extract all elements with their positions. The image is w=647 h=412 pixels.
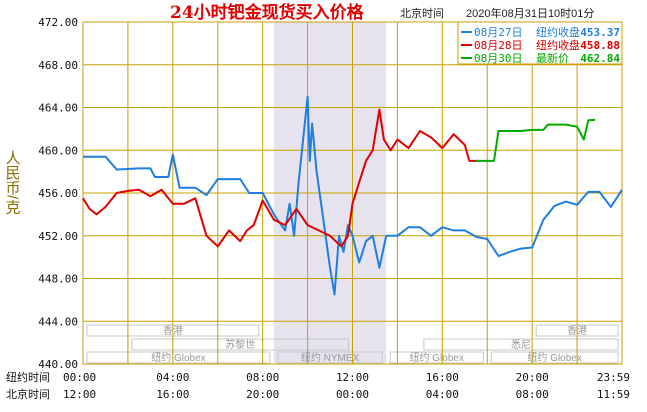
series-line (476, 118, 596, 162)
y-tick-label: 440.00 (38, 358, 78, 371)
session-label: 纽约 Globex (527, 351, 581, 364)
legend-series-value: 462.84 (580, 52, 620, 65)
session-bar (86, 351, 271, 364)
session-bar (423, 338, 619, 351)
x-tick-label: 23:59 (597, 371, 630, 384)
x-tick-label: 16:00 (156, 388, 189, 401)
y-axis-label: 人民币/克 (4, 150, 21, 215)
y-tick-label: 464.00 (38, 102, 78, 115)
legend-series-label: 纽约收盘 (536, 25, 580, 39)
legend-series-label: 纽约收盘 (536, 38, 580, 52)
legend-series-name: 08月28日 (474, 39, 523, 52)
x-tick-label: 12:00 (336, 371, 369, 384)
y-tick-label: 456.00 (38, 187, 78, 200)
session-label: 纽约 NYMEX (301, 351, 360, 364)
session-label: 悉尼 (511, 339, 531, 351)
x-tick-label: 08:00 (246, 371, 279, 384)
y-tick-label: 448.00 (38, 273, 78, 286)
x-tick-label: 20:00 (516, 371, 549, 384)
x-tick-label: 16:00 (426, 371, 459, 384)
plot-frame (82, 21, 623, 365)
legend-series-name: 08月30日 (474, 52, 523, 65)
timezone-label: 北京时间 (400, 6, 444, 20)
session-bar (389, 351, 484, 364)
y-tick-label: 460.00 (38, 144, 78, 157)
session-bar (490, 351, 619, 364)
x-tick-label: 11:59 (597, 388, 630, 401)
x-tick-label: 08:00 (516, 388, 549, 401)
legend-series-name: 08月27日 (474, 26, 523, 39)
session-label: 苏黎世 (225, 338, 255, 351)
x-tick-label: 12:00 (63, 388, 96, 401)
series-line (82, 108, 476, 248)
legend-series-label: 最新价 (536, 51, 569, 65)
y-tick-label: 452.00 (38, 230, 78, 243)
legend-box (457, 21, 623, 65)
x-tick-label: 00:00 (336, 388, 369, 401)
legend-series-value: 458.88 (580, 39, 620, 52)
x-row-label: 纽约时间 (6, 370, 50, 384)
x-tick-label: 04:00 (156, 371, 189, 384)
y-tick-label: 472.00 (38, 16, 78, 29)
y-tick-label: 468.00 (38, 59, 78, 72)
chart-title: 24小时钯金现货买入价格 (170, 2, 365, 23)
y-tick-label: 444.00 (38, 315, 78, 328)
session-label: 纽约 Globex (409, 351, 463, 364)
x-tick-label: 00:00 (63, 371, 96, 384)
x-row-label: 北京时间 (6, 387, 50, 401)
series-line (83, 95, 623, 296)
y-axis-label-text: 人民币/克 (4, 150, 21, 215)
session-bar (277, 351, 383, 364)
legend-series-value: 453.37 (580, 26, 620, 39)
timestamp: 2020年08月31日10时01分 (466, 6, 594, 20)
session-bar (131, 338, 349, 351)
x-tick-label: 20:00 (246, 388, 279, 401)
x-tick-label: 04:00 (426, 388, 459, 401)
session-label: 纽约 Globex (151, 351, 205, 364)
